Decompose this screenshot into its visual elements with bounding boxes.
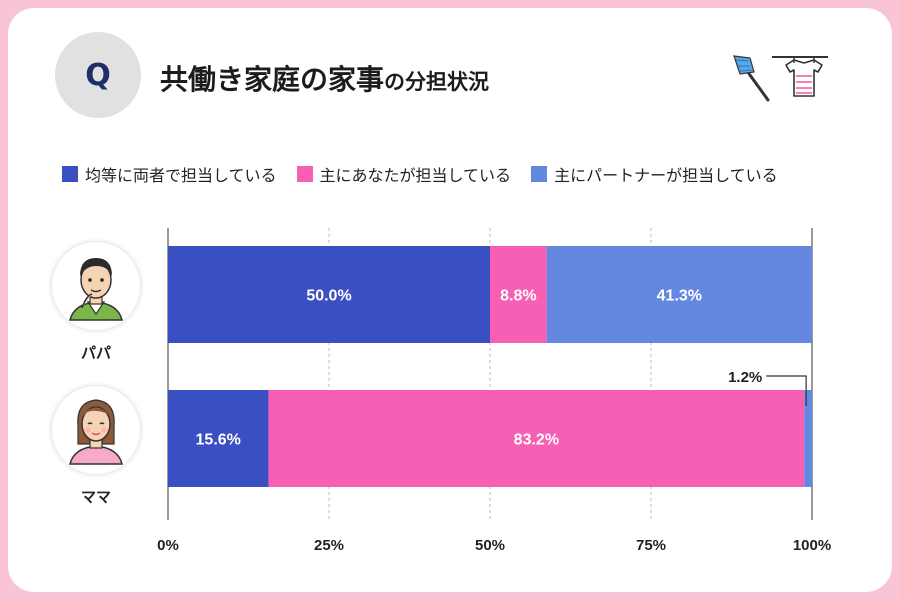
data-label-0-0: 50.0% [306,288,351,305]
legend-item-partner: 主にパートナーが担当している [531,162,778,186]
papa-avatar [52,242,140,330]
data-label-0-1: 8.8% [500,288,536,305]
bar-0-2 [546,246,812,343]
row-label-mama: ママ [80,488,111,506]
legend-swatch-equal [62,166,78,182]
x-tick-label-3: 75% [636,537,666,554]
question-badge: Q [55,32,141,118]
duster-icon [733,55,770,102]
x-tick-label-1: 25% [314,537,344,554]
legend-item-self: 主にあなたが担当している [296,162,512,186]
x-tick-label-2: 50% [475,537,505,554]
bar-1-0 [168,390,269,487]
bar-0-1 [490,246,547,343]
x-tick-label-0: 0% [157,537,179,554]
data-label-1-0: 15.6% [196,432,241,449]
legend-label-self: 主にあなたが担当している [319,166,512,185]
father-icon [69,258,123,321]
bar-1-2 [804,390,812,487]
mama-avatar [52,386,140,474]
leader-line-1-2 [766,375,807,406]
legend-swatch-self [296,166,313,182]
laundry-decoration [733,55,828,102]
title-sub: の分担状況 [384,70,490,94]
x-tick-label-4: 100% [793,537,831,554]
row-label-papa: パパ [80,344,111,362]
data-label-0-2: 41.3% [657,288,702,305]
title-main: 共働き家庭の家事 [160,63,385,96]
mother-icon [69,399,123,465]
bar-0-0 [168,246,490,343]
data-label-1-1: 83.2% [514,432,559,449]
chart-title: 共働き家庭の家事 の分担状況 [160,58,489,102]
legend-label-equal: 均等に両者で担当している [85,166,277,185]
legend: 均等に両者で担当している 主にあなたが担当している 主にパートナーが担当している [62,162,798,186]
tshirt-on-hanger-icon [772,56,828,97]
data-label-1-2: 1.2% [728,369,762,386]
legend-item-equal: 均等に両者で担当している [62,162,277,186]
legend-label-partner: 主にパートナーが担当している [554,166,778,185]
bar-1-1 [268,390,805,487]
legend-swatch-partner [531,166,548,182]
